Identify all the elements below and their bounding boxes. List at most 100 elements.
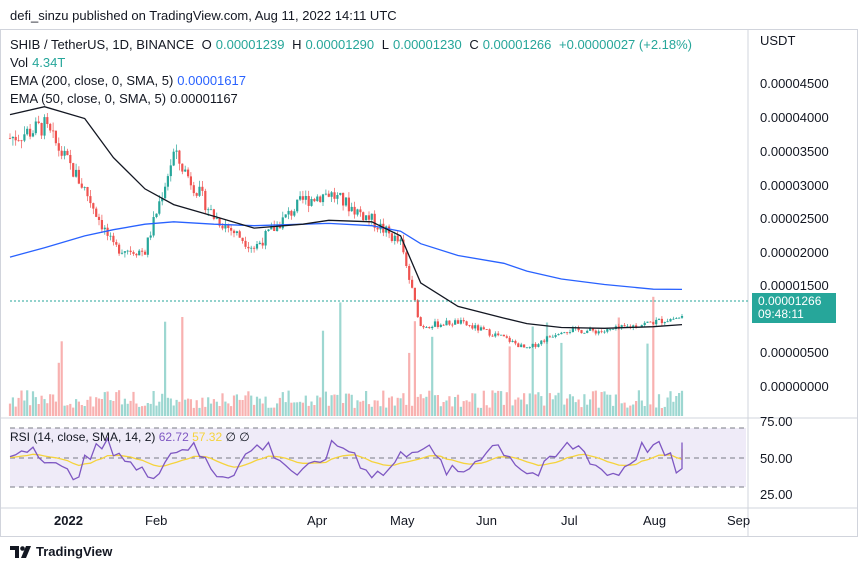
candle-body <box>525 347 528 349</box>
volume-bar <box>678 393 681 416</box>
candle-body <box>594 330 597 334</box>
volume-bar <box>253 404 256 416</box>
volume-bar <box>471 393 474 416</box>
volume-bar <box>416 396 419 416</box>
candle-body <box>238 231 241 238</box>
candle-body <box>235 231 238 233</box>
volume-bar <box>540 396 543 416</box>
volume-bar <box>195 400 198 416</box>
candle-body <box>652 322 655 325</box>
volume-bar <box>405 404 408 416</box>
candle-body <box>514 340 517 344</box>
volume-bar <box>86 399 89 416</box>
volume-bar <box>75 399 78 416</box>
volume-bar <box>23 400 26 416</box>
volume-bar <box>255 396 259 416</box>
volume-bar <box>488 407 491 416</box>
published-header: defi_sinzu published on TradingView.com,… <box>10 8 397 23</box>
candle-body <box>261 242 264 246</box>
volume-bar <box>454 397 457 416</box>
candle-body <box>46 117 49 124</box>
candle-body <box>86 187 89 197</box>
candle-body <box>250 247 253 249</box>
candle-body <box>586 330 589 333</box>
time-axis-label: Jun <box>476 513 497 528</box>
volume-bar <box>362 400 365 416</box>
volume-bar <box>574 402 577 416</box>
volume-bar <box>433 395 437 416</box>
candle-body <box>560 332 563 335</box>
time-axis-label: Jul <box>561 513 578 528</box>
volume-bar <box>284 402 287 416</box>
volume-bar <box>313 405 316 416</box>
volume-bar <box>80 405 83 416</box>
candle-body <box>138 250 141 256</box>
volume-bar <box>227 403 230 416</box>
candle-body <box>482 327 485 330</box>
volume-bar <box>333 394 336 416</box>
candle-body <box>451 324 454 326</box>
volume-bar <box>100 399 103 416</box>
candle-body <box>589 328 592 331</box>
candle-body <box>643 322 646 326</box>
volume-bar <box>382 390 385 416</box>
candle-body <box>184 169 187 172</box>
current-price-tag: 0.00001266 09:48:11 <box>752 293 836 323</box>
volume-bar <box>77 401 80 416</box>
time-axis-label: Feb <box>145 513 168 528</box>
tradingview-footer[interactable]: TradingView <box>10 544 112 559</box>
volume-bar <box>456 394 460 416</box>
symbol-legend: SHIB / TetherUS, 1D, BINANCE O 0.00001239… <box>10 37 696 52</box>
volume-bar <box>339 302 342 416</box>
candle-body <box>273 226 276 231</box>
candle-body <box>474 325 477 329</box>
volume-bar <box>479 407 483 416</box>
volume-bar <box>474 393 477 416</box>
candle-body <box>141 250 144 252</box>
candle-body <box>479 327 483 331</box>
volume-bar <box>258 398 261 416</box>
candle-body <box>212 209 215 219</box>
candle-body <box>488 329 491 336</box>
price-axis-label: 0.00004000 <box>760 110 829 125</box>
candle-body <box>143 251 147 255</box>
volume-bar <box>543 405 546 416</box>
candle-body <box>571 328 574 332</box>
volume-bar <box>129 400 132 416</box>
volume-bar <box>370 406 373 416</box>
candle-body <box>330 192 333 197</box>
candle-body <box>11 136 14 139</box>
candle-body <box>204 190 207 211</box>
volume-bar <box>241 400 244 416</box>
volume-bar <box>172 405 175 416</box>
volume-bar <box>531 326 534 416</box>
candle-body <box>8 138 12 139</box>
volume-bar <box>508 346 511 416</box>
volume-bar <box>494 392 497 416</box>
volume-bar <box>497 390 500 416</box>
volume-bar <box>413 321 416 416</box>
candle-body <box>396 235 399 242</box>
volume-bar <box>663 406 666 416</box>
candle-body <box>459 320 462 324</box>
candle-body <box>258 242 261 245</box>
candle-body <box>376 227 379 230</box>
candle-body <box>103 227 106 230</box>
volume-bar <box>563 404 566 416</box>
volume-bar <box>146 403 149 416</box>
candle-body <box>405 252 408 266</box>
volume-bar <box>505 392 508 416</box>
candle-body <box>155 213 158 217</box>
candle-body <box>63 150 66 156</box>
candle-body <box>462 320 465 322</box>
volume-bar <box>385 407 388 416</box>
candle-body <box>568 332 572 333</box>
volume-bar <box>321 330 325 416</box>
candle-body <box>445 320 448 326</box>
candle-body <box>166 176 169 187</box>
candle-body <box>390 233 393 241</box>
volume-bar <box>373 400 376 416</box>
volume-bar <box>626 407 629 416</box>
volume-bar <box>215 401 218 416</box>
